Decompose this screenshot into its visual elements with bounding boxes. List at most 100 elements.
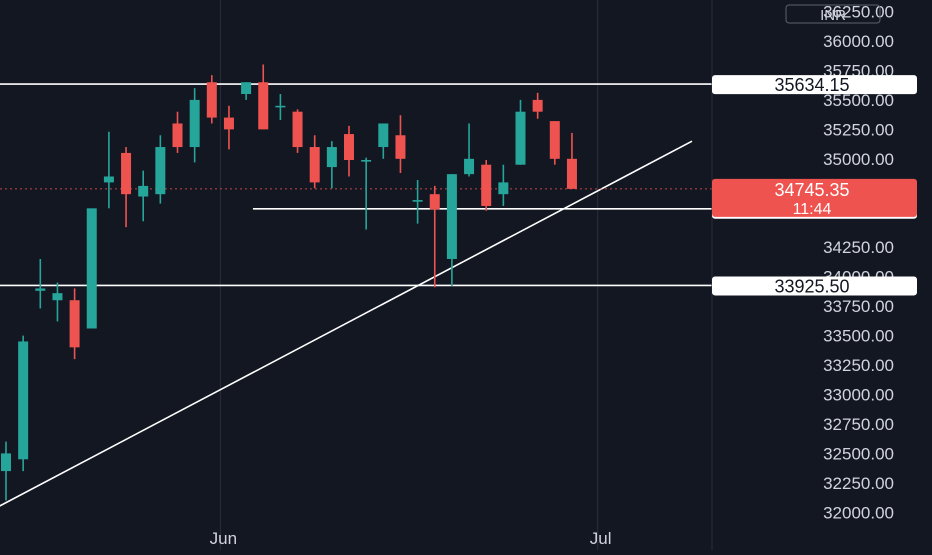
ascending-trendline[interactable] [0,140,693,513]
price-tick-label[interactable]: 35250.00 [823,120,894,139]
candle-down[interactable] [549,121,560,165]
candle-up[interactable] [326,141,337,189]
candle-body [52,293,63,301]
candle-body [103,176,114,183]
candle-body [549,121,560,159]
trendline-layer[interactable] [0,140,693,513]
candle-down[interactable] [429,185,440,288]
time-tick-label[interactable]: Jul [590,529,612,548]
candle-down[interactable] [566,132,577,189]
current-price-box [712,178,917,217]
grid [219,0,599,550]
candle-body [241,82,252,95]
candle-body [86,208,97,329]
candle-body [275,105,286,108]
candle-body [446,174,457,259]
candle-body [532,99,543,112]
candle-up[interactable] [1,441,11,501]
candles[interactable] [1,64,577,501]
price-tick-label[interactable]: 36250.00 [823,3,894,22]
candle-body [35,288,46,291]
candle-body [292,111,303,148]
candle-down[interactable] [206,75,217,124]
candle-body [515,111,526,165]
time-axis[interactable]: Jun Jul [210,529,612,548]
candle-down[interactable] [481,160,492,211]
candle-body [566,158,577,189]
candle-down[interactable] [69,288,80,360]
candle-body [412,200,423,202]
candle-down[interactable] [121,147,132,228]
candle-body [223,117,234,130]
candle-down[interactable] [223,105,234,150]
price-tick-label[interactable]: 36000.00 [823,32,894,51]
horizontal-levels[interactable] [0,83,712,287]
price-tick-label[interactable]: 33250.00 [823,356,894,375]
candle-body [69,300,80,348]
candle-down[interactable] [309,135,320,189]
candle-up[interactable] [361,157,372,230]
candle-up[interactable] [103,131,114,209]
candle-down[interactable] [395,115,406,173]
candle-up[interactable] [52,282,63,322]
price-tick-label[interactable]: 33000.00 [823,385,894,404]
candle-up[interactable] [155,135,166,204]
price-tick-label[interactable]: 32500.00 [823,444,894,463]
candle-body [378,123,389,148]
candle-up[interactable] [446,174,457,287]
candle-up[interactable] [498,164,509,206]
price-tick-label[interactable]: 34250.00 [823,238,894,257]
candle-up[interactable] [275,94,286,120]
candle-up[interactable] [378,123,389,159]
price-tick-label[interactable]: 33750.00 [823,297,894,316]
candle-body [429,194,440,210]
time-tick-label[interactable]: Jun [210,529,237,548]
candle-body [498,182,509,195]
candle-down[interactable] [532,92,543,119]
currency-label[interactable]: INR [820,7,846,24]
candle-down[interactable] [258,64,269,130]
candle-down[interactable] [344,125,354,177]
candle-up[interactable] [138,170,149,222]
candle-body [206,82,217,118]
level-price-label: 35634.15 [774,75,849,95]
countdown-label: 11:44 [793,201,832,218]
candle-up[interactable] [241,82,252,100]
price-tick-label[interactable]: 32750.00 [823,415,894,434]
candle-body [18,341,29,460]
candle-body [138,185,149,197]
candle-down[interactable] [172,111,183,153]
candle-body [258,82,269,130]
candle-up[interactable] [515,99,526,165]
candle-up[interactable] [189,88,200,163]
candle-body [361,160,372,162]
candle-body [344,134,354,161]
price-tick-label[interactable]: 35500.00 [823,91,894,110]
candle-body [326,147,337,168]
price-tick-label[interactable]: 32250.00 [823,474,894,493]
candle-up[interactable] [464,123,475,177]
candle-body [309,147,320,183]
candle-body [189,99,200,148]
candle-body [1,453,11,472]
candle-body [172,123,183,148]
candle-up[interactable] [18,335,29,472]
level-price-label: 33925.50 [774,276,849,296]
price-tick-label[interactable]: 35000.00 [823,150,894,169]
price-tick-label[interactable]: 33500.00 [823,327,894,346]
candle-body [464,158,475,175]
candle-body [395,135,406,159]
candle-up[interactable] [86,208,97,329]
candle-down[interactable] [292,109,303,153]
candle-body [121,152,132,195]
current-price-label: 34745.35 [774,180,849,200]
candle-body [481,164,492,206]
price-tick-label[interactable]: 32000.00 [823,503,894,522]
level-price-box [712,75,917,95]
level-price-box [712,276,917,296]
candle-up[interactable] [35,258,46,309]
candle-up[interactable] [412,180,423,224]
